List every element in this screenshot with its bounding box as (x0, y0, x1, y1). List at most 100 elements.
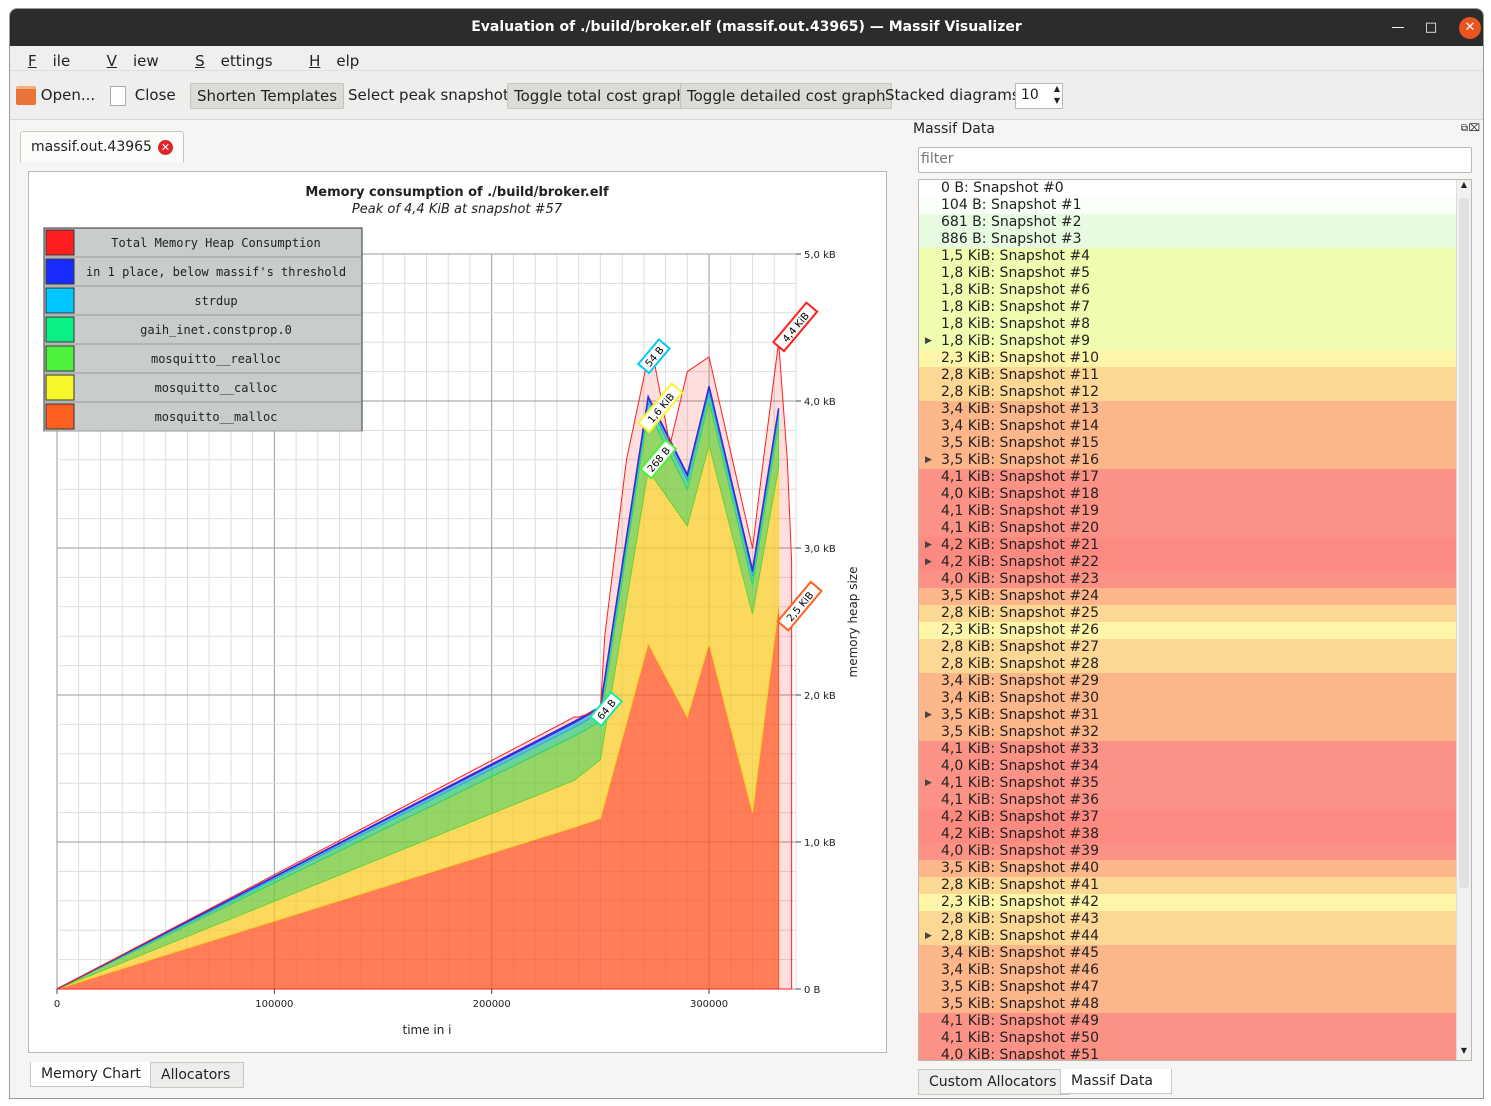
expand-arrow-icon[interactable]: ▶ (925, 710, 932, 720)
scroll-up-icon[interactable]: ▲ (1460, 180, 1468, 189)
close-window-icon[interactable]: ✕ (1459, 17, 1481, 39)
snapshot-list[interactable]: 0 B: Snapshot #0 104 B: Snapshot #1 681 B:… (918, 179, 1472, 1061)
snapshot-row[interactable]: 3,4 KiB: Snapshot #46 (919, 962, 1471, 979)
snapshot-row[interactable]: ▶ 2,8 KiB: Snapshot #44 (919, 928, 1471, 945)
snapshot-row[interactable]: 3,5 KiB: Snapshot #48 (919, 996, 1471, 1013)
snapshot-label: 4,1 KiB: Snapshot #20 (941, 520, 1099, 536)
annotation-box (636, 338, 672, 375)
snapshot-row[interactable]: 4,0 KiB: Snapshot #18 (919, 486, 1471, 503)
snapshot-row[interactable]: 1,8 KiB: Snapshot #6 (919, 282, 1471, 299)
scroll-thumb[interactable] (1459, 198, 1469, 888)
expand-arrow-icon[interactable]: ▶ (925, 455, 932, 465)
chart-title: Memory consumption of ./build/broker.elf (305, 185, 609, 200)
snapshot-row[interactable]: 3,4 KiB: Snapshot #14 (919, 418, 1471, 435)
snapshot-row[interactable]: 681 B: Snapshot #2 (919, 214, 1471, 231)
toggle-total-cost-button[interactable]: Toggle total cost graph (507, 83, 693, 109)
snapshot-row[interactable]: 1,8 KiB: Snapshot #8 (919, 316, 1471, 333)
snapshot-row[interactable]: 2,3 KiB: Snapshot #10 (919, 350, 1471, 367)
snapshot-row[interactable]: ▶ 1,8 KiB: Snapshot #9 (919, 333, 1471, 350)
snapshot-row[interactable]: 3,4 KiB: Snapshot #29 (919, 673, 1471, 690)
snapshot-row[interactable]: 3,5 KiB: Snapshot #32 (919, 724, 1471, 741)
snapshot-row[interactable]: 2,8 KiB: Snapshot #41 (919, 877, 1471, 894)
snapshot-row[interactable]: 4,0 KiB: Snapshot #39 (919, 843, 1471, 860)
snapshot-row[interactable]: 2,8 KiB: Snapshot #25 (919, 605, 1471, 622)
snapshot-row[interactable]: 1,8 KiB: Snapshot #5 (919, 265, 1471, 282)
snapshot-row[interactable]: 4,1 KiB: Snapshot #17 (919, 469, 1471, 486)
snapshot-row[interactable]: 3,5 KiB: Snapshot #15 (919, 435, 1471, 452)
spin-up-icon[interactable]: ▲ (1053, 84, 1060, 93)
snapshot-row[interactable]: 4,1 KiB: Snapshot #36 (919, 792, 1471, 809)
snapshot-row[interactable]: 4,1 KiB: Snapshot #50 (919, 1030, 1471, 1047)
maximize-icon[interactable]: □ (1424, 20, 1438, 35)
open-button[interactable]: Open... (16, 83, 95, 107)
snapshot-row[interactable]: 3,5 KiB: Snapshot #40 (919, 860, 1471, 877)
snapshot-row[interactable]: 3,4 KiB: Snapshot #45 (919, 945, 1471, 962)
vertical-scrollbar[interactable]: ▲ ▼ (1456, 180, 1471, 1060)
expand-arrow-icon[interactable]: ▶ (925, 931, 932, 941)
snapshot-row[interactable]: ▶ 3,5 KiB: Snapshot #16 (919, 452, 1471, 469)
snapshot-row[interactable]: 3,5 KiB: Snapshot #24 (919, 588, 1471, 605)
toggle-detailed-cost-button[interactable]: Toggle detailed cost graph (680, 83, 893, 109)
filter-field[interactable] (918, 147, 1472, 173)
snapshot-row[interactable]: 4,0 KiB: Snapshot #23 (919, 571, 1471, 588)
snapshot-label: 4,2 KiB: Snapshot #22 (941, 554, 1099, 570)
snapshot-row[interactable]: 3,5 KiB: Snapshot #47 (919, 979, 1471, 996)
tab-memory-chart[interactable]: Memory Chart (30, 1062, 170, 1087)
snapshot-row[interactable]: 4,1 KiB: Snapshot #49 (919, 1013, 1471, 1030)
snapshot-row[interactable]: 104 B: Snapshot #1 (919, 197, 1471, 214)
tab-massif-data[interactable]: Massif Data (1060, 1069, 1172, 1094)
snapshot-row[interactable]: 4,1 KiB: Snapshot #33 (919, 741, 1471, 758)
snapshot-row[interactable]: ▶ 3,5 KiB: Snapshot #31 (919, 707, 1471, 724)
tab-custom-allocators[interactable]: Custom Allocators (918, 1069, 1070, 1095)
snapshot-label: 3,5 KiB: Snapshot #40 (941, 860, 1099, 876)
snapshot-row[interactable]: 2,3 KiB: Snapshot #26 (919, 622, 1471, 639)
minimize-icon[interactable]: — (1391, 20, 1405, 35)
filter-input[interactable] (919, 148, 1451, 170)
snapshot-row[interactable]: 4,1 KiB: Snapshot #20 (919, 520, 1471, 537)
snapshot-row[interactable]: 4,0 KiB: Snapshot #34 (919, 758, 1471, 775)
tab-allocators[interactable]: Allocators (150, 1062, 244, 1088)
snapshot-row[interactable]: 2,8 KiB: Snapshot #12 (919, 384, 1471, 401)
snapshot-row[interactable]: 4,1 KiB: Snapshot #19 (919, 503, 1471, 520)
annotation-box (776, 580, 823, 632)
expand-arrow-icon[interactable]: ▶ (925, 557, 932, 567)
scroll-down-icon[interactable]: ▼ (1460, 1046, 1468, 1055)
snapshot-row[interactable]: 1,5 KiB: Snapshot #4 (919, 248, 1471, 265)
snapshot-row[interactable]: 886 B: Snapshot #3 (919, 231, 1471, 248)
snapshot-row[interactable]: 4,2 KiB: Snapshot #38 (919, 826, 1471, 843)
snapshot-row[interactable]: 2,8 KiB: Snapshot #43 (919, 911, 1471, 928)
snapshot-row[interactable]: 1,8 KiB: Snapshot #7 (919, 299, 1471, 316)
spin-down-icon[interactable]: ▼ (1053, 96, 1060, 105)
select-peak-button[interactable]: Select peak snapshot (348, 86, 509, 104)
dock-float-icon[interactable]: ⧉ (1460, 123, 1468, 134)
expand-arrow-icon[interactable]: ▶ (925, 540, 932, 550)
snapshot-row[interactable]: 4,0 KiB: Snapshot #51 (919, 1047, 1471, 1060)
snapshot-row[interactable]: ▶ 4,2 KiB: Snapshot #21 (919, 537, 1471, 554)
stacked-diagrams-spinbox[interactable]: 10 ▲ ▼ (1015, 83, 1063, 109)
snapshot-row[interactable]: 2,3 KiB: Snapshot #42 (919, 894, 1471, 911)
snapshot-row[interactable]: 3,4 KiB: Snapshot #30 (919, 690, 1471, 707)
annotation-box (637, 382, 684, 434)
expand-arrow-icon[interactable]: ▶ (925, 336, 932, 346)
dock-close-icon[interactable]: ⌧ (1468, 123, 1480, 134)
snapshot-row[interactable]: 4,2 KiB: Snapshot #37 (919, 809, 1471, 826)
close-button[interactable]: Close (110, 83, 176, 107)
memory-chart[interactable]: Memory consumption of ./build/broker.elf… (29, 172, 886, 1052)
snapshot-row[interactable]: ▶ 4,2 KiB: Snapshot #22 (919, 554, 1471, 571)
close-tab-icon[interactable]: ✕ (157, 139, 173, 155)
document-tab[interactable]: massif.out.43965 ✕ (20, 131, 184, 162)
snapshot-row[interactable]: 3,4 KiB: Snapshot #13 (919, 401, 1471, 418)
snapshot-row[interactable]: ▶ 4,1 KiB: Snapshot #35 (919, 775, 1471, 792)
snapshot-row[interactable]: 2,8 KiB: Snapshot #11 (919, 367, 1471, 384)
shorten-templates-button[interactable]: Shorten Templates (190, 83, 345, 109)
expand-arrow-icon[interactable]: ▶ (925, 778, 932, 788)
y-tick-label: 4,0 kB (804, 397, 836, 408)
snapshot-row[interactable]: 2,8 KiB: Snapshot #27 (919, 639, 1471, 656)
snapshot-label: 2,3 KiB: Snapshot #26 (941, 622, 1099, 638)
snapshot-row[interactable]: 2,8 KiB: Snapshot #28 (919, 656, 1471, 673)
snapshot-row[interactable]: 0 B: Snapshot #0 (919, 180, 1471, 197)
